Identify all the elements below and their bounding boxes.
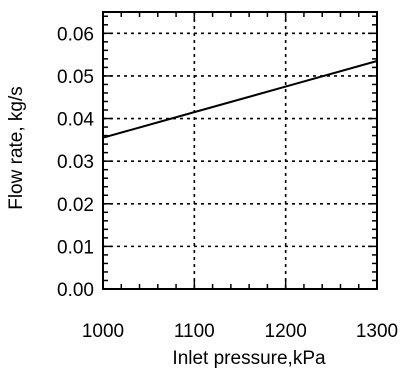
y-tick-label-5: 0.05 — [57, 67, 94, 88]
y-tick-label-1: 0.01 — [57, 237, 94, 258]
y-tick-label-3: 0.03 — [57, 152, 94, 173]
x-tick-label-2: 1200 — [265, 321, 307, 342]
y-tick-label-0: 0.00 — [57, 280, 94, 301]
x-tick-label-layer: 1000 1100 1200 1300 — [82, 321, 398, 342]
minor-tick-layer — [102, 12, 378, 290]
plot-frame-layer — [102, 11, 378, 290]
grid-layer — [103, 12, 377, 289]
y-tick-label-4: 0.04 — [57, 110, 94, 131]
x-tick-label-3: 1300 — [356, 321, 398, 342]
series-line-0 — [102, 60, 378, 139]
plot-frame — [102, 11, 378, 290]
y-tick-label-layer: 0.00 0.01 0.02 0.03 0.04 0.05 0.06 — [57, 24, 94, 301]
y-axis-label: Flow rate, kg/s — [6, 86, 27, 210]
x-tick-label-1: 1100 — [174, 321, 215, 342]
x-tick-label-0: 1000 — [82, 321, 124, 342]
x-axis-label: Inlet pressure,kPa — [172, 348, 326, 369]
series-layer — [102, 60, 378, 139]
y-tick-label-6: 0.06 — [57, 24, 94, 45]
y-tick-label-2: 0.02 — [57, 195, 94, 216]
